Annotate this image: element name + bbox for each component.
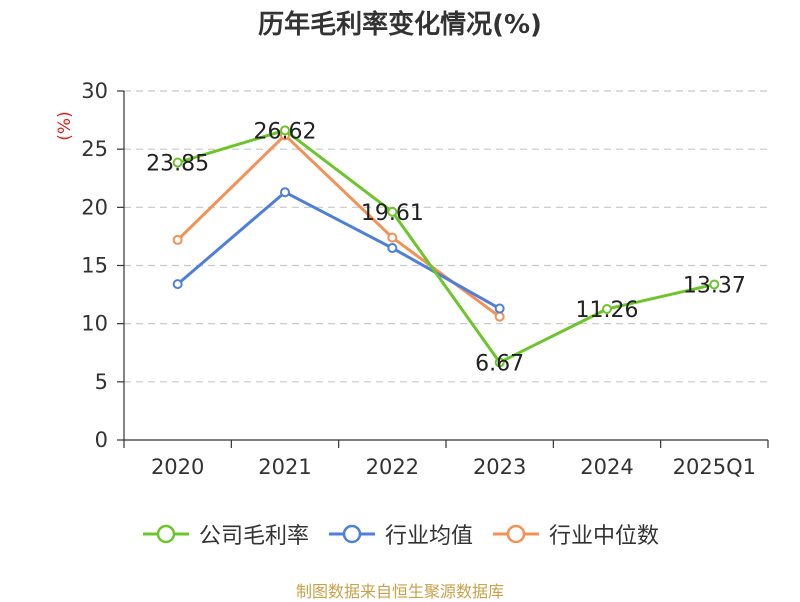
x-tick-label: 2021	[258, 455, 311, 479]
data-point	[172, 234, 183, 245]
data-point	[602, 304, 612, 315]
series-line-2	[176, 133, 501, 318]
legend-label-industry-mean: 行业均值	[384, 524, 473, 549]
y-tick-label: 5	[95, 370, 108, 394]
y-tick-label: 15	[81, 254, 108, 278]
data-label: 11.26	[576, 298, 639, 323]
data-label: 19.61	[361, 201, 424, 226]
data-labels: 23.85 26.62 19.61 6.67 11.26 13.37	[146, 119, 746, 376]
series-line-0	[177, 128, 715, 364]
x-tick-label: 2020	[151, 455, 204, 479]
legend-marker-company	[142, 524, 189, 544]
source-footer: 制图数据来自恒生聚源数据库	[295, 582, 504, 601]
data-label: 26.62	[254, 119, 317, 144]
x-tick-label: 2025Q1	[673, 455, 756, 479]
data-point	[280, 125, 290, 136]
x-tick-label: 2023	[473, 455, 526, 479]
legend: 公司毛利率 行业均值 行业中位数	[0, 518, 800, 550]
data-label: 6.67	[475, 351, 524, 376]
grid-lines	[124, 90, 768, 383]
data-label: 23.85	[146, 152, 209, 177]
x-tick-label: 2024	[580, 455, 633, 479]
x-tick-label: 2022	[366, 455, 419, 479]
legend-item-industry-median[interactable]: 行业中位数	[491, 518, 659, 550]
data-point	[387, 243, 398, 254]
legend-marker-industry-median	[493, 524, 539, 544]
y-tick-label: 10	[81, 312, 108, 336]
legend-marker-industry-mean	[328, 524, 375, 544]
legend-item-industry-mean[interactable]: 行业均值	[327, 518, 473, 550]
data-point	[494, 311, 505, 322]
data-point	[709, 279, 720, 290]
data-point	[387, 206, 398, 217]
legend-item-company[interactable]: 公司毛利率	[141, 518, 309, 550]
data-point	[172, 279, 183, 290]
data-point	[172, 157, 183, 168]
y-tick-label: 30	[81, 79, 108, 103]
series-lines	[172, 125, 720, 368]
y-tick-label: 25	[81, 137, 108, 161]
legend-label-company: 公司毛利率	[198, 524, 309, 549]
data-point	[494, 303, 505, 314]
y-tick-label: 20	[81, 195, 108, 219]
data-point	[387, 232, 398, 243]
data-label: 13.37	[683, 273, 746, 298]
data-point	[494, 357, 505, 368]
series-line-1	[176, 190, 501, 310]
y-axis-unit-label: (%)	[55, 111, 75, 140]
data-point	[280, 187, 290, 198]
chart-title: 历年毛利率变化情况(%)	[258, 10, 542, 40]
y-tick-label: 0	[95, 428, 108, 452]
legend-label-industry-median: 行业中位数	[549, 524, 660, 549]
axes: 0 5 10 15 20 25 30 2020 2021 2022 2023 2024 2025Q1	[81, 79, 769, 479]
